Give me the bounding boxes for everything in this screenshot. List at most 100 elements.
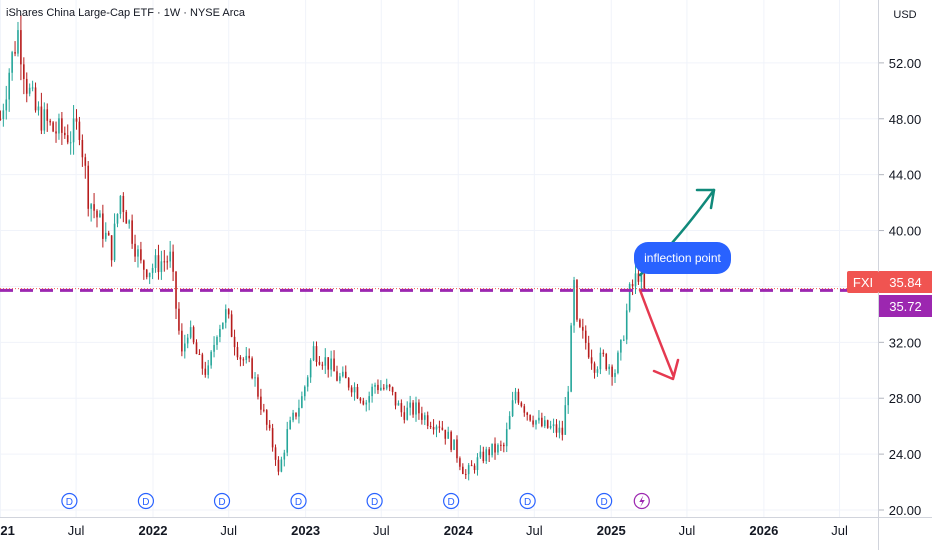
symbol-legend[interactable]: iShares China Large-Cap ETF · 1W · NYSE …	[6, 7, 246, 19]
candle-body	[263, 409, 265, 411]
candle-body	[113, 223, 116, 261]
candle-body	[131, 220, 133, 244]
candle-body	[286, 429, 289, 453]
arrow-up-head[interactable]	[695, 188, 716, 210]
candle-body	[628, 284, 631, 311]
candle-body	[128, 220, 130, 224]
candle-body	[596, 369, 599, 373]
dividend-marker-label: D	[601, 497, 608, 508]
dividend-marker[interactable]	[137, 492, 155, 510]
candle-body	[160, 261, 163, 273]
candle-body	[219, 328, 221, 337]
candle-body	[248, 355, 250, 359]
candle-body	[143, 260, 145, 270]
arrow-down-head[interactable]	[652, 358, 680, 381]
candle-body	[192, 327, 195, 343]
candle-body	[298, 407, 300, 417]
candle-body	[415, 402, 417, 415]
candle-body	[55, 131, 57, 134]
arrow-down-shaft[interactable]	[638, 288, 675, 377]
candle-body	[336, 371, 338, 381]
candle-body	[514, 391, 517, 401]
candle-body	[181, 330, 183, 352]
candle-body	[590, 357, 593, 364]
candle-body	[312, 346, 315, 361]
dividend-marker-label: D	[295, 497, 302, 508]
candle-body	[561, 427, 564, 435]
candle-body	[637, 273, 640, 282]
dividend-marker[interactable]	[290, 492, 307, 510]
candle-body	[397, 403, 400, 406]
dividend-marker[interactable]	[213, 492, 231, 510]
dividend-marker[interactable]	[519, 492, 536, 510]
candle-body	[34, 87, 37, 111]
candle-body	[207, 365, 210, 375]
candle-body	[122, 195, 125, 213]
candle-body	[418, 402, 420, 414]
candle-body	[339, 376, 341, 381]
candle-body	[327, 357, 330, 370]
last-price-tag: 35.84	[889, 275, 922, 290]
candle-body	[119, 195, 122, 214]
horizontal-level[interactable]	[0, 288, 878, 292]
candle-body	[526, 412, 529, 415]
candle-body	[432, 427, 435, 430]
candle-body	[435, 426, 438, 430]
candle-body	[541, 417, 543, 427]
candle-body	[20, 30, 22, 65]
candle-body	[344, 371, 347, 379]
drawings[interactable]: inflection point	[634, 188, 731, 381]
dividend-marker[interactable]	[443, 492, 460, 510]
candle-body	[625, 310, 628, 340]
candle-body	[189, 327, 192, 338]
candle-body	[614, 372, 616, 377]
dividend-marker-label: D	[371, 497, 378, 508]
candle-body	[204, 368, 207, 375]
candle-body	[482, 451, 485, 462]
candle-body	[374, 384, 376, 387]
candle-body	[444, 429, 447, 439]
candle-body	[505, 429, 508, 447]
inflection-bubble[interactable]	[634, 242, 731, 274]
candle-body	[116, 213, 119, 224]
candle-body	[75, 118, 78, 122]
candle-body	[365, 402, 368, 405]
candle-body	[380, 387, 382, 391]
candle-body	[576, 279, 578, 320]
candle-body	[210, 351, 212, 366]
candle-body	[148, 272, 151, 278]
candle-body	[61, 118, 63, 133]
candle-body	[470, 465, 473, 467]
time-tick-label: Jul	[831, 523, 848, 538]
candle-body	[280, 459, 283, 472]
dividend-marker[interactable]	[596, 492, 613, 510]
candle-body	[620, 339, 622, 353]
time-tick-label: Jul	[68, 523, 85, 538]
candle-body	[154, 255, 157, 268]
candle-body	[608, 366, 610, 370]
candle-body	[558, 427, 561, 433]
candle-body	[5, 99, 8, 111]
candle-body	[58, 118, 60, 134]
candle-body	[555, 424, 558, 433]
currency-label[interactable]: USD	[893, 9, 916, 21]
dividend-marker[interactable]	[366, 492, 383, 510]
dividend-marker[interactable]	[61, 492, 78, 510]
candle-body	[0, 118, 2, 120]
time-axis[interactable]: 2021 Jul 2022 Jul 2023 Jul 2024 Jul 2025 Jul 2026 J…	[0, 523, 848, 538]
time-tick-label: 2021	[0, 523, 15, 538]
price-axis[interactable]: 52.0048.0044.0040.0036.0032.0028.0024.00…	[879, 56, 921, 518]
candle-body	[570, 325, 572, 392]
candle-body	[251, 358, 253, 379]
symbol-tag-bg	[847, 271, 879, 293]
time-tick-label: 2024	[444, 523, 474, 538]
candle-body	[66, 135, 69, 143]
candle-body	[227, 309, 230, 315]
candle-body	[254, 377, 256, 379]
candle-body	[494, 443, 496, 453]
candle-body	[456, 439, 458, 459]
candle-body	[388, 384, 391, 388]
candle-body	[485, 449, 488, 462]
